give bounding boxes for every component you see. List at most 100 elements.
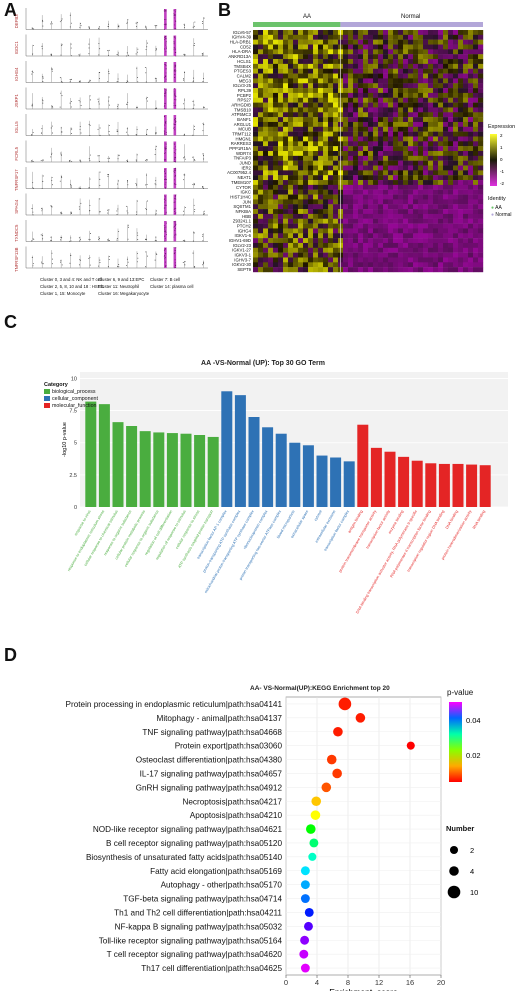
- heatmap-cell: [433, 39, 439, 45]
- heatmap-cell: [318, 247, 324, 253]
- heatmap-cell: [323, 54, 329, 60]
- heatmap-cell: [303, 204, 309, 210]
- violin-point: [80, 104, 82, 106]
- heatmap-cell: [443, 209, 449, 215]
- heatmap-cell: [298, 97, 304, 103]
- heatmap-cell: [363, 97, 369, 103]
- violin-point: [192, 252, 194, 254]
- heatmap-cell: [293, 39, 299, 45]
- heatmap-cell: [388, 262, 394, 268]
- heatmap-cell: [393, 131, 399, 137]
- heatmap-cell: [458, 228, 464, 234]
- heatmap-cell: [428, 44, 434, 50]
- heatmap-cell: [473, 59, 479, 65]
- heatmap-cell: [393, 204, 399, 210]
- heatmap-cell: [253, 59, 259, 65]
- heatmap-cell: [273, 59, 279, 65]
- heatmap-cell: [258, 155, 264, 161]
- heatmap-cell: [333, 68, 339, 74]
- heatmap-cell: [428, 247, 434, 253]
- heatmap-cell: [443, 184, 449, 190]
- heatmap-cell: [308, 189, 314, 195]
- heatmap-cell: [333, 88, 339, 94]
- heatmap-cell: [438, 97, 444, 103]
- heatmap-cell: [423, 59, 429, 65]
- heatmap-cell: [378, 204, 384, 210]
- violin-point: [136, 213, 138, 215]
- heatmap-cell: [438, 189, 444, 195]
- heatmap-cell: [478, 218, 484, 224]
- heatmap-cell: [388, 44, 394, 50]
- heatmap-cell: [278, 204, 284, 210]
- heatmap-cell: [353, 30, 359, 36]
- heatmap-cell: [438, 54, 444, 60]
- violin-point: [118, 180, 119, 182]
- heatmap-cell: [333, 102, 339, 108]
- heatmap-cell: [403, 63, 409, 69]
- heatmap-cell: [388, 34, 394, 40]
- heatmap-cell: [463, 78, 469, 84]
- heatmap-cell: [313, 209, 319, 215]
- heatmap-cell: [388, 78, 394, 84]
- heatmap-cell: [418, 49, 424, 55]
- heatmap-cell: [313, 44, 319, 50]
- kegg-pathway-label: Protein export|path:hsa03060: [175, 742, 283, 751]
- heatmap-cell: [368, 54, 374, 60]
- heatmap-gene-label: TMSB10: [234, 107, 251, 112]
- heatmap-cell: [478, 97, 484, 103]
- heatmap-cell: [413, 204, 419, 210]
- heatmap-cell: [448, 155, 454, 161]
- heatmap-cell: [298, 160, 304, 166]
- heatmap-cell: [383, 34, 389, 40]
- heatmap-gene-label: CALM2: [237, 73, 252, 78]
- go-legend-swatch-bp: [44, 389, 50, 395]
- violin-point: [69, 160, 71, 161]
- heatmap-cell: [353, 49, 359, 55]
- violin-point: [165, 23, 167, 25]
- violin-point: [174, 92, 176, 94]
- heatmap-cell: [393, 228, 399, 234]
- heatmap-cell: [393, 209, 399, 215]
- violin-point: [145, 81, 147, 83]
- violin-point: [31, 134, 33, 136]
- heatmap-cell: [263, 218, 269, 224]
- heatmap-cell: [463, 121, 469, 127]
- heatmap-cell: [363, 257, 369, 263]
- heatmap-gene-label: SEPT9: [237, 267, 251, 272]
- violin-point: [164, 122, 166, 124]
- violin-point: [184, 158, 186, 160]
- heatmap-cell: [448, 30, 454, 36]
- violin-point: [182, 262, 184, 263]
- heatmap-cell: [403, 175, 409, 181]
- heatmap-cell: [453, 155, 459, 161]
- heatmap-cell: [443, 257, 449, 263]
- heatmap-cell: [343, 252, 349, 258]
- violin-point: [192, 240, 194, 242]
- heatmap-cell: [383, 151, 389, 157]
- heatmap-cell: [333, 189, 339, 195]
- heatmap-cell: [403, 68, 409, 74]
- violin-point: [116, 129, 118, 131]
- heatmap-cell: [473, 34, 479, 40]
- heatmap-cell: [353, 136, 359, 142]
- violin-point: [137, 51, 138, 53]
- heatmap-cell: [293, 92, 299, 98]
- heatmap-cell: [443, 194, 449, 200]
- heatmap-cell: [258, 233, 264, 239]
- violin-point: [69, 240, 71, 242]
- heatmap-cell: [368, 233, 374, 239]
- violin-point: [146, 209, 148, 210]
- heatmap-cell: [323, 184, 329, 190]
- violin-point: [60, 261, 61, 263]
- heatmap-cell: [283, 78, 289, 84]
- violin-point: [136, 154, 138, 156]
- heatmap-cell: [333, 267, 339, 273]
- heatmap-gene-label: IGKV3-1: [235, 253, 252, 258]
- violin-point: [202, 186, 203, 187]
- heatmap-cell: [418, 160, 424, 166]
- heatmap-cell: [363, 126, 369, 132]
- heatmap-cell: [278, 262, 284, 268]
- heatmap-cell: [293, 54, 299, 60]
- heatmap-cell: [258, 141, 264, 147]
- heatmap-cell: [458, 112, 464, 118]
